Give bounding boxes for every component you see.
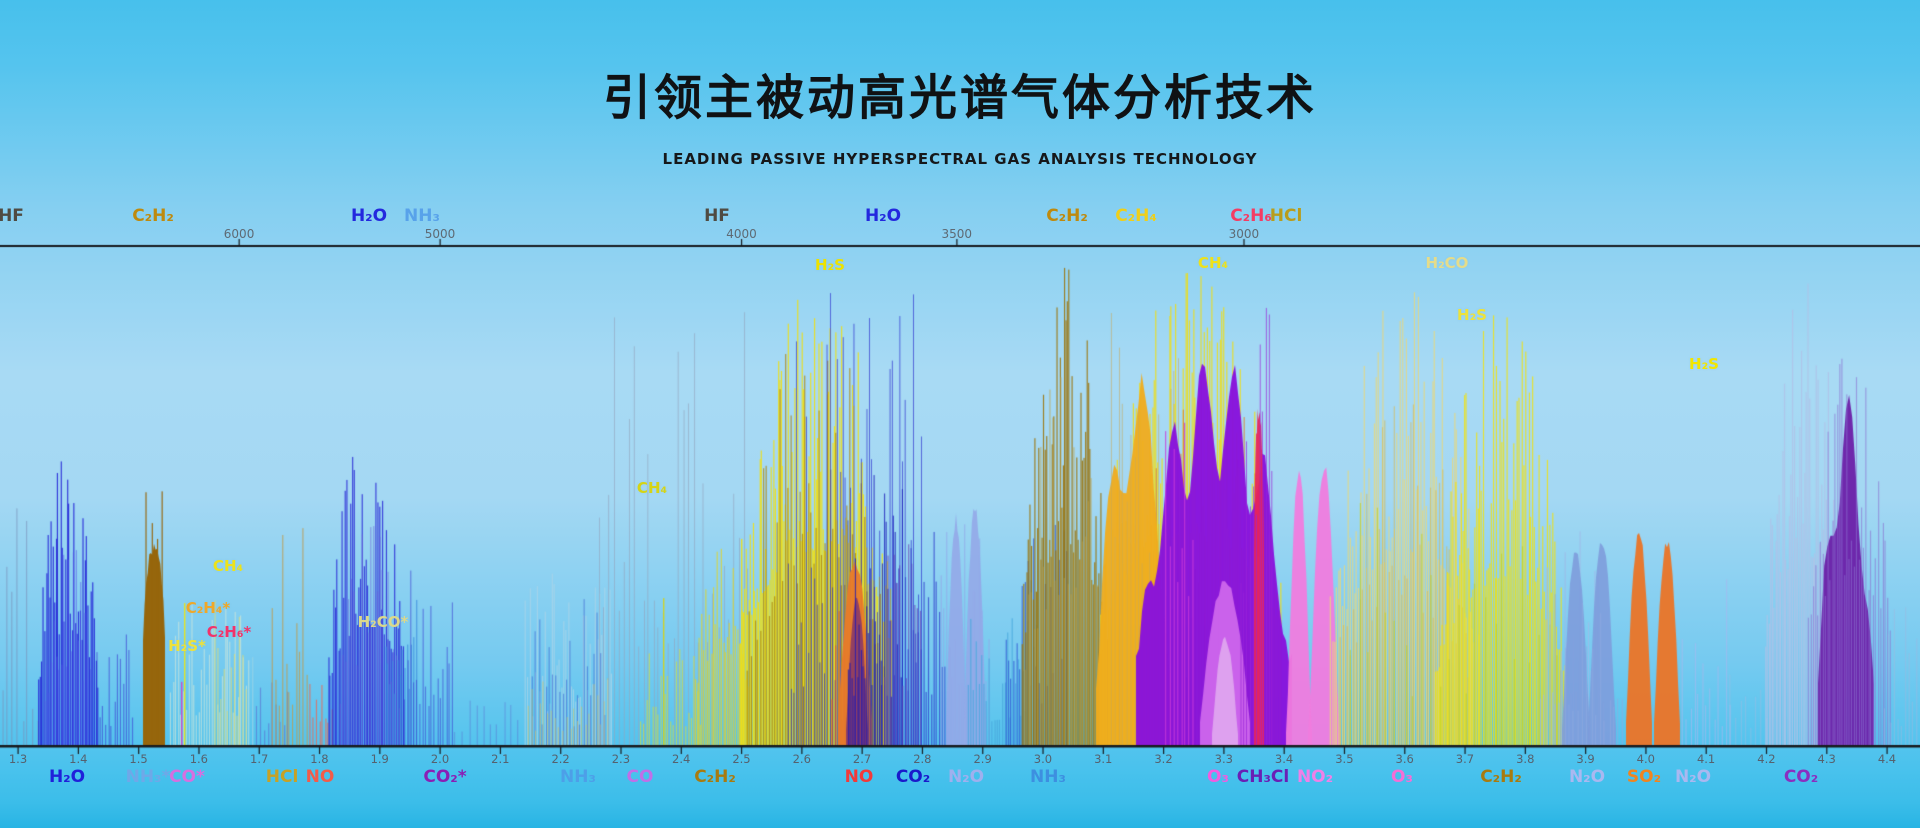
wavelength-tick-label: 1.6	[189, 752, 209, 766]
wavelength-tick-label: 1.7	[250, 752, 269, 766]
wavelength-tick-label: 1.5	[129, 752, 148, 766]
wavelength-tick-label: 3.8	[1516, 752, 1535, 766]
gas-label-bottom: NH₃	[1030, 767, 1066, 787]
gas-label-top: HCl	[1269, 206, 1303, 226]
wavelength-tick-label: 1.3	[8, 752, 28, 766]
wavelength-tick-label: 4.2	[1757, 752, 1776, 766]
wavelength-tick-label: 2.1	[491, 752, 510, 766]
gas-label-inplot: H₂CO	[1425, 254, 1469, 272]
wavelength-tick-label: 2.4	[672, 752, 691, 766]
wavelength-tick-label: 2.3	[611, 752, 631, 766]
wavenumber-tick-label: 6000	[223, 227, 255, 241]
wavenumber-tick-label: 4000	[726, 227, 757, 241]
gas-label-top: C₂H₂	[1046, 206, 1088, 226]
gas-label-bottom: CO₂*	[423, 767, 467, 787]
gas-label-inplot: CH₄	[636, 479, 668, 497]
gas-label-inplot: CH₄	[1197, 254, 1229, 272]
gas-label-bottom: O₃	[1391, 767, 1413, 787]
wavelength-tick-label: 3.0	[1033, 752, 1053, 766]
wavelength-tick-label: 3.2	[1154, 752, 1173, 766]
gas-label-bottom: HCl	[265, 767, 299, 787]
gas-label-bottom: NH₃*	[125, 767, 171, 787]
gas-label-bottom: CO₂	[1783, 767, 1819, 787]
wavelength-tick-label: 3.1	[1094, 752, 1113, 766]
wavelength-tick-label: 3.7	[1455, 752, 1475, 766]
gas-label-inplot: H₂S	[1457, 306, 1487, 324]
wavelength-tick-label: 4.3	[1817, 752, 1836, 766]
wavenumber-tick-label: 3000	[1228, 227, 1260, 241]
gas-label-bottom: CO*	[169, 767, 205, 787]
wavelength-tick-label: 1.4	[69, 752, 88, 766]
gas-label-inplot: H₂CO*	[357, 613, 409, 631]
gas-label-top: C₂H₄	[1115, 206, 1157, 226]
gas-label-inplot: CH₄	[212, 557, 244, 575]
gas-label-top: C₂H₆	[1230, 206, 1272, 226]
gas-label-bottom: NH₃	[560, 767, 596, 787]
gas-label-inplot: H₂S	[815, 256, 845, 274]
gas-label-bottom: N₂O	[1568, 767, 1606, 787]
wavelength-tick-label: 2.0	[430, 752, 450, 766]
gas-label-bottom: NO₂	[1296, 767, 1334, 787]
gas-label-top: H₂O	[350, 206, 388, 226]
gas-label-inplot: C₂H₆*	[206, 623, 252, 641]
wavelength-tick-label: 1.9	[370, 752, 389, 766]
wavelength-tick-label: 4.4	[1877, 752, 1897, 766]
gas-label-bottom: CO	[626, 767, 654, 787]
wavelength-tick-label: 2.8	[913, 752, 932, 766]
gas-label-bottom: N₂O	[1674, 767, 1712, 787]
wavelength-tick-label: 4.0	[1636, 752, 1655, 766]
wavenumber-tick-label: 5000	[424, 227, 456, 241]
wavelength-tick-label: 2.7	[852, 752, 872, 766]
gas-label-bottom: CO₂	[895, 767, 931, 787]
wavelength-tick-label: 3.4	[1274, 752, 1294, 766]
gas-label-top: C₂H₂	[132, 206, 174, 226]
gas-label-bottom: SO₂	[1626, 767, 1662, 787]
wavelength-tick-label: 4.1	[1696, 752, 1716, 766]
gas-label-top: HF	[704, 206, 730, 226]
gas-label-bottom: NO	[305, 767, 335, 787]
wavelength-tick-label: 2.6	[792, 752, 811, 766]
wavelength-tick-label: 3.9	[1576, 752, 1595, 766]
gas-label-bottom: N₂O	[947, 767, 985, 787]
gas-label-bottom: O₃	[1207, 767, 1229, 787]
gas-label-bottom: H₂O	[48, 767, 86, 787]
wavelength-tick-label: 2.9	[973, 752, 992, 766]
wavelength-tick-label: 2.2	[551, 752, 570, 766]
wavelength-tick-label: 3.6	[1395, 752, 1414, 766]
gas-label-top: H₂O	[864, 206, 902, 226]
gas-label-inplot: H₂S*	[168, 637, 206, 655]
wavelength-tick-label: 1.8	[310, 752, 329, 766]
gas-label-bottom: NO	[844, 767, 874, 787]
gas-label-inplot: C₂H₄*	[185, 599, 231, 617]
wavelength-tick-label: 2.5	[732, 752, 751, 766]
gas-label-top: NH₃	[404, 206, 440, 226]
wavenumber-tick-label: 3500	[941, 227, 973, 241]
gas-label-bottom: C₂H₂	[1480, 767, 1522, 787]
gas-label-top: HF	[0, 206, 24, 226]
wavelength-tick-label: 3.3	[1214, 752, 1233, 766]
gas-label-bottom: CH₃Cl	[1236, 767, 1290, 787]
gas-label-bottom: C₂H₂	[694, 767, 736, 787]
wavelength-tick-label: 3.5	[1335, 752, 1354, 766]
gas-label-inplot: H₂S	[1689, 355, 1719, 373]
